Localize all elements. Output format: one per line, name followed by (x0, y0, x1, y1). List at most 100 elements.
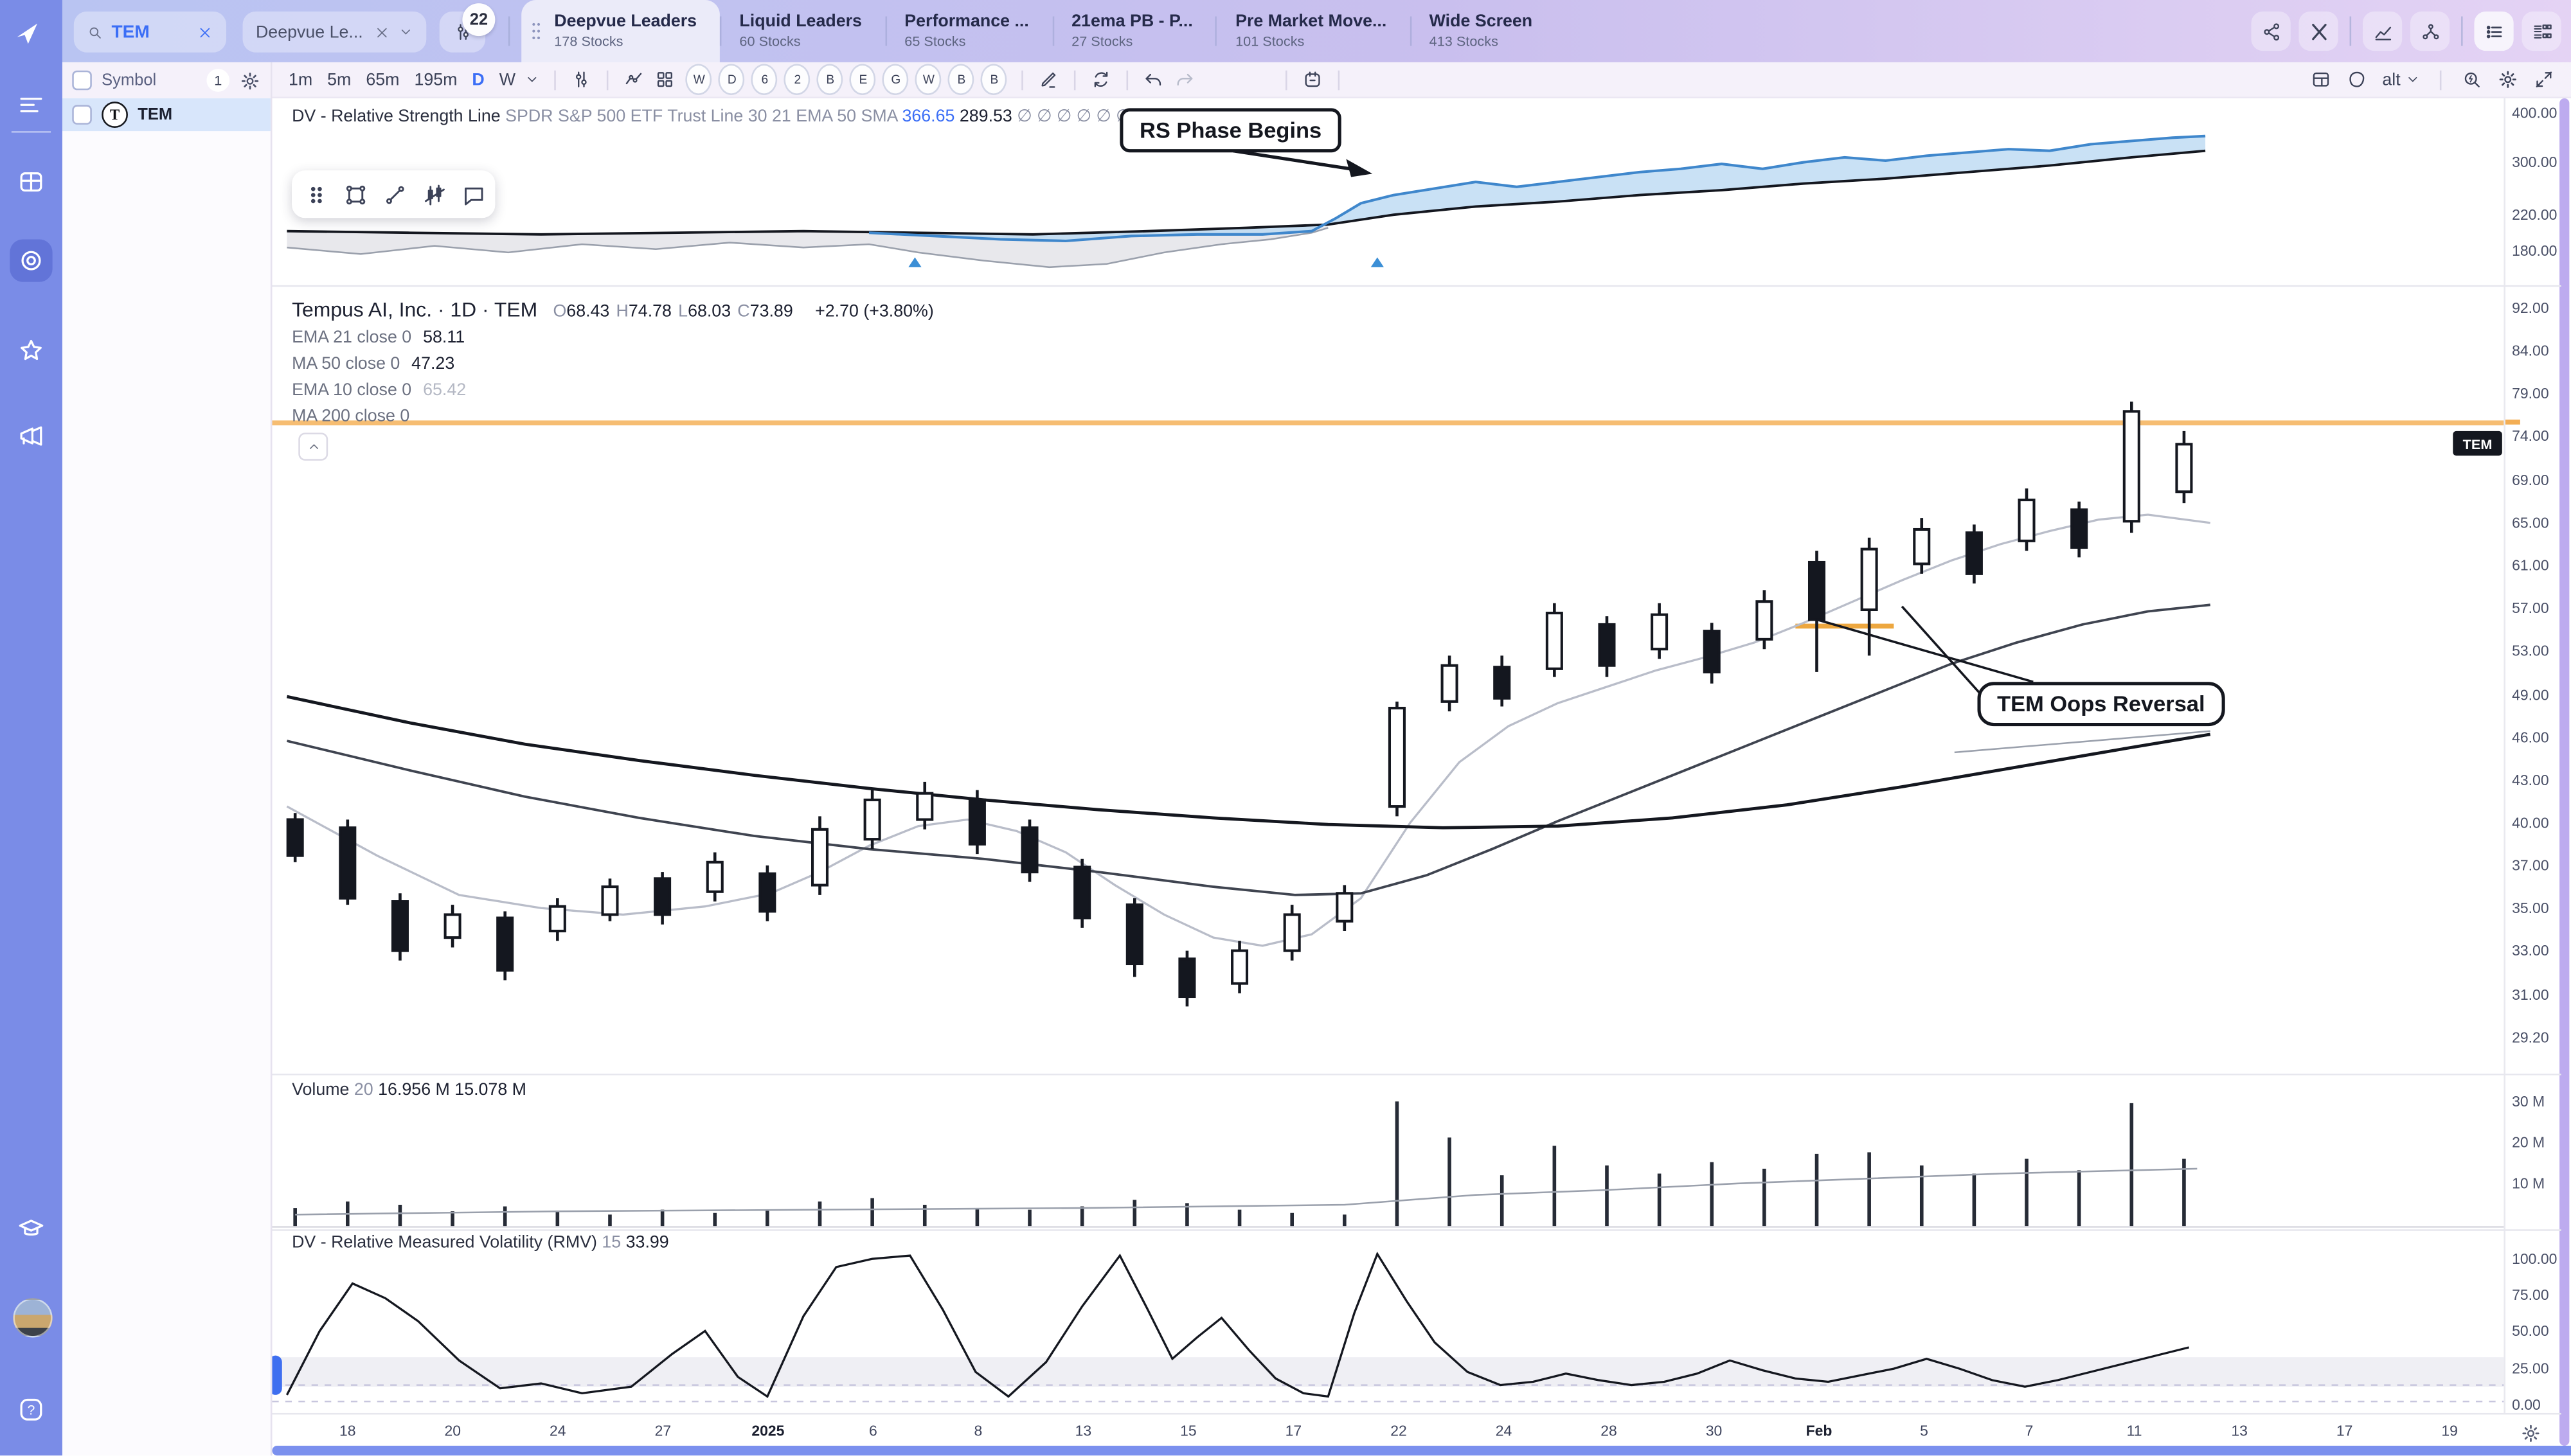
tab-label: Performance ... (904, 11, 1029, 31)
watchlist-panel: Symbol 1 T TEM (62, 62, 273, 1456)
layout-grid-icon[interactable] (655, 69, 676, 90)
timeframe-d[interactable]: D (472, 69, 485, 90)
preset-button-9-b[interactable]: B (948, 64, 975, 95)
deepvue-logo-icon[interactable] (12, 18, 51, 57)
pencil-icon[interactable] (1039, 69, 1060, 90)
drag-handle-icon[interactable] (303, 181, 330, 208)
pane-divider[interactable] (272, 1229, 2561, 1231)
calendar-icon[interactable] (1303, 69, 1324, 90)
chevron-down-icon[interactable] (399, 24, 413, 39)
help-icon: ? (17, 1395, 46, 1425)
symbol-title: Tempus AI, Inc. · 1D · TEM (292, 298, 538, 321)
watchlist-selector-chip[interactable]: Deepvue Le... (242, 11, 427, 53)
drawing-toolbar[interactable] (292, 170, 496, 218)
tab-liquid-leaders[interactable]: Liquid Leaders 60 Stocks (719, 0, 885, 62)
timeframe-195m[interactable]: 195m (414, 69, 458, 90)
gear-icon[interactable] (2497, 69, 2518, 90)
menu-icon[interactable] (10, 84, 52, 126)
date-axis-label: 13 (2231, 1423, 2248, 1439)
row-checkbox[interactable] (72, 105, 92, 125)
quick-zoom-icon[interactable] (2461, 69, 2482, 90)
indicator-row-ema-21-close-0[interactable]: EMA 21 close 0 58.11 (292, 328, 465, 348)
preset-button-7-g[interactable]: G (882, 64, 909, 95)
date-axis-label: 30 (1705, 1423, 1723, 1439)
indicator-row-ma-200-close-0[interactable]: MA 200 close 0 (292, 407, 421, 427)
rs-phase-annotation[interactable]: RS Phase Begins (1120, 108, 1341, 153)
close-icon[interactable] (374, 24, 391, 40)
post-to-x-button[interactable] (2298, 11, 2338, 51)
tab-wide-screen[interactable]: Wide Screen 413 Stocks (1410, 0, 1555, 62)
preset-button-6-e[interactable]: E (850, 64, 877, 95)
refresh-icon[interactable] (1091, 69, 1112, 90)
oops-reversal-annotation[interactable]: TEM Oops Reversal (1977, 682, 2225, 727)
share-button[interactable] (2251, 11, 2291, 51)
alt-dropdown[interactable]: alt (2382, 69, 2420, 89)
horizontal-scrollbar[interactable] (272, 1445, 2571, 1456)
tab-deepvue-leaders[interactable]: Deepvue Leaders 178 Stocks (521, 0, 720, 62)
sidebar-item-announcements[interactable] (10, 414, 52, 457)
timeframe-w[interactable]: W (499, 69, 516, 90)
preset-button-1-w[interactable]: W (686, 64, 713, 95)
pane-divider[interactable] (272, 285, 2561, 287)
watchlist-settings-icon[interactable] (239, 69, 260, 91)
map-view-button[interactable] (2410, 11, 2450, 51)
axis-settings-icon[interactable] (2520, 1423, 2541, 1444)
tab-stock-count: 413 Stocks (1429, 33, 1498, 49)
preset-button-2-d[interactable]: D (719, 64, 746, 95)
indicator-row-ma-50-close-0[interactable]: MA 50 close 0 47.23 (292, 354, 454, 374)
watchlist-header: Symbol 1 (62, 62, 271, 99)
date-axis-label: Feb (1805, 1423, 1832, 1439)
preset-button-5-b[interactable]: B (817, 64, 844, 95)
sidebar-item-help[interactable]: ? (10, 1389, 52, 1431)
fullscreen-icon[interactable] (2533, 69, 2554, 90)
timeframe-5m[interactable]: 5m (327, 69, 352, 90)
sidebar-item-favorites[interactable] (10, 330, 52, 372)
rmv-pane-header[interactable]: DV - Relative Measured Volatility (RMV) … (292, 1232, 669, 1252)
preset-button-8-w[interactable]: W (915, 64, 942, 95)
tab-pre-market-move[interactable]: Pre Market Move... 101 Stocks (1215, 0, 1410, 62)
tab-drag-handle-icon[interactable] (532, 21, 541, 41)
avatar[interactable] (13, 1298, 53, 1338)
preset-button-3-6[interactable]: 6 (751, 64, 778, 95)
candle-measure-tool-icon[interactable] (422, 181, 448, 208)
divider (2439, 69, 2442, 90)
undo-icon[interactable] (1143, 69, 1165, 90)
comment-tool-icon[interactable] (461, 181, 487, 208)
timeframe-65m[interactable]: 65m (366, 69, 400, 90)
tab-stock-count: 65 Stocks (904, 33, 966, 49)
axis-tick-label: 31.00 (2512, 986, 2549, 1002)
vertical-scrollbar[interactable] (2559, 98, 2570, 1446)
select-all-checkbox[interactable] (72, 70, 92, 91)
divider (1127, 69, 1129, 90)
tab-21ema-pb-p[interactable]: 21ema PB - P... 27 Stocks (1052, 0, 1216, 62)
preset-button-4-2[interactable]: 2 (784, 64, 811, 95)
sidebar-item-dashboard[interactable] (10, 161, 52, 203)
line-tools-icon[interactable] (623, 69, 645, 90)
sidebar-item-education[interactable] (10, 1208, 52, 1250)
timeframe-1m[interactable]: 1m (288, 69, 313, 90)
trendline-tool-icon[interactable] (382, 181, 408, 208)
rs-pane-header[interactable]: DV - Relative Strength Line SPDR S&P 500… (292, 107, 1151, 127)
indicators-icon[interactable] (571, 69, 593, 90)
sidebar-item-screener[interactable] (10, 239, 53, 282)
rectangle-tool-icon[interactable] (343, 181, 369, 208)
clear-search-icon[interactable] (197, 24, 213, 40)
indicator-row-ema-10-close-0[interactable]: EMA 10 close 0 65.42 (292, 380, 466, 400)
tab-performance[interactable]: Performance ... 65 Stocks (884, 0, 1052, 62)
list-view-button[interactable] (2474, 11, 2514, 51)
grid-view-button[interactable] (2522, 11, 2561, 51)
shape-icon[interactable] (2346, 69, 2367, 90)
redo-icon[interactable] (1175, 69, 1196, 90)
volume-pane-header[interactable]: Volume 20 16.956 M 15.078 M (292, 1080, 526, 1100)
timeframe-chevron-icon[interactable] (525, 72, 540, 87)
collapse-legend-button[interactable] (298, 432, 328, 461)
panel-layout-icon[interactable] (2310, 69, 2331, 90)
pane-divider[interactable] (272, 1412, 2561, 1415)
pane-divider[interactable] (272, 1073, 2561, 1076)
preset-button-10-b[interactable]: B (981, 64, 1008, 95)
symbol-search-chip[interactable]: TEM (73, 11, 227, 53)
symbol-column-header[interactable]: Symbol (102, 71, 157, 90)
watchlist-row-tem[interactable]: T TEM (62, 98, 271, 132)
chart-view-button[interactable] (2362, 11, 2403, 51)
